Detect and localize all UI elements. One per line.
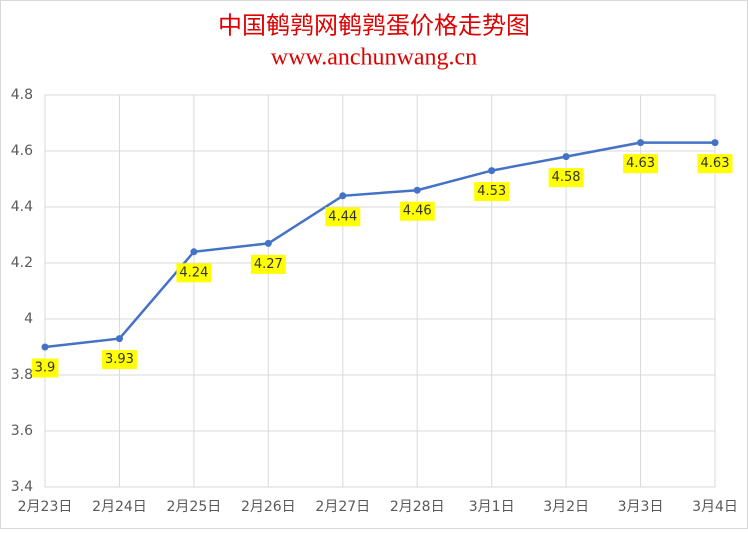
point [637, 139, 645, 147]
x-tick-label: 3月1日 [469, 499, 515, 515]
point [562, 153, 570, 161]
y-tick-label: 3.6 [11, 423, 33, 439]
x-tick-label: 2月25日 [167, 499, 222, 515]
y-tick-label: 4.4 [11, 199, 33, 215]
x-tick-label: 3月4日 [692, 499, 738, 515]
value-label: 4.53 [477, 184, 506, 199]
x-tick-label: 3月3日 [618, 499, 664, 515]
point [115, 335, 123, 343]
value-label: 4.63 [626, 156, 655, 171]
value-label-box [325, 207, 361, 227]
x-tick-label: 3月2日 [543, 499, 589, 515]
value-label: 4.44 [328, 209, 357, 224]
y-tick-label: 4.2 [11, 255, 33, 271]
value-label-box [399, 201, 435, 221]
value-label-box [548, 168, 584, 188]
point [488, 167, 496, 175]
point [41, 343, 49, 351]
point [264, 239, 272, 247]
x-tick-label: 2月24日 [92, 499, 147, 515]
value-label: 4.63 [701, 156, 730, 171]
line-series [44, 141, 715, 349]
chart-subtitle: www.anchunwang.cn [271, 45, 477, 71]
x-tick-label: 2月23日 [18, 499, 73, 515]
value-label-box [697, 154, 733, 174]
point [711, 139, 719, 147]
value-label-box [176, 263, 212, 283]
x-tick-label: 2月26日 [241, 499, 296, 515]
value-label: 4.46 [403, 204, 432, 219]
value-label: 4.58 [552, 170, 581, 185]
value-label: 4.27 [254, 257, 283, 272]
point [339, 192, 347, 200]
x-tick-label: 2月27日 [315, 499, 370, 515]
value-label: 3.9 [35, 361, 56, 376]
point [190, 248, 198, 256]
point [413, 186, 421, 194]
value-label-box [474, 182, 510, 202]
value-label-box [31, 358, 59, 378]
chart-title: 中国鹌鹑网鹌鹑蛋价格走势图 [218, 12, 530, 40]
value-label: 4.24 [179, 265, 208, 280]
value-label-box [623, 154, 659, 174]
y-tick-label: 4.6 [11, 143, 33, 159]
x-tick-label: 2月28日 [390, 499, 445, 515]
value-label: 3.93 [105, 352, 134, 367]
y-tick-label: 4.8 [11, 87, 33, 103]
y-tick-label: 4 [24, 311, 33, 327]
value-label-box [250, 254, 286, 274]
y-tick-label: 3.8 [11, 367, 33, 383]
value-label-box [101, 350, 137, 370]
y-tick-label: 3.4 [11, 479, 33, 495]
